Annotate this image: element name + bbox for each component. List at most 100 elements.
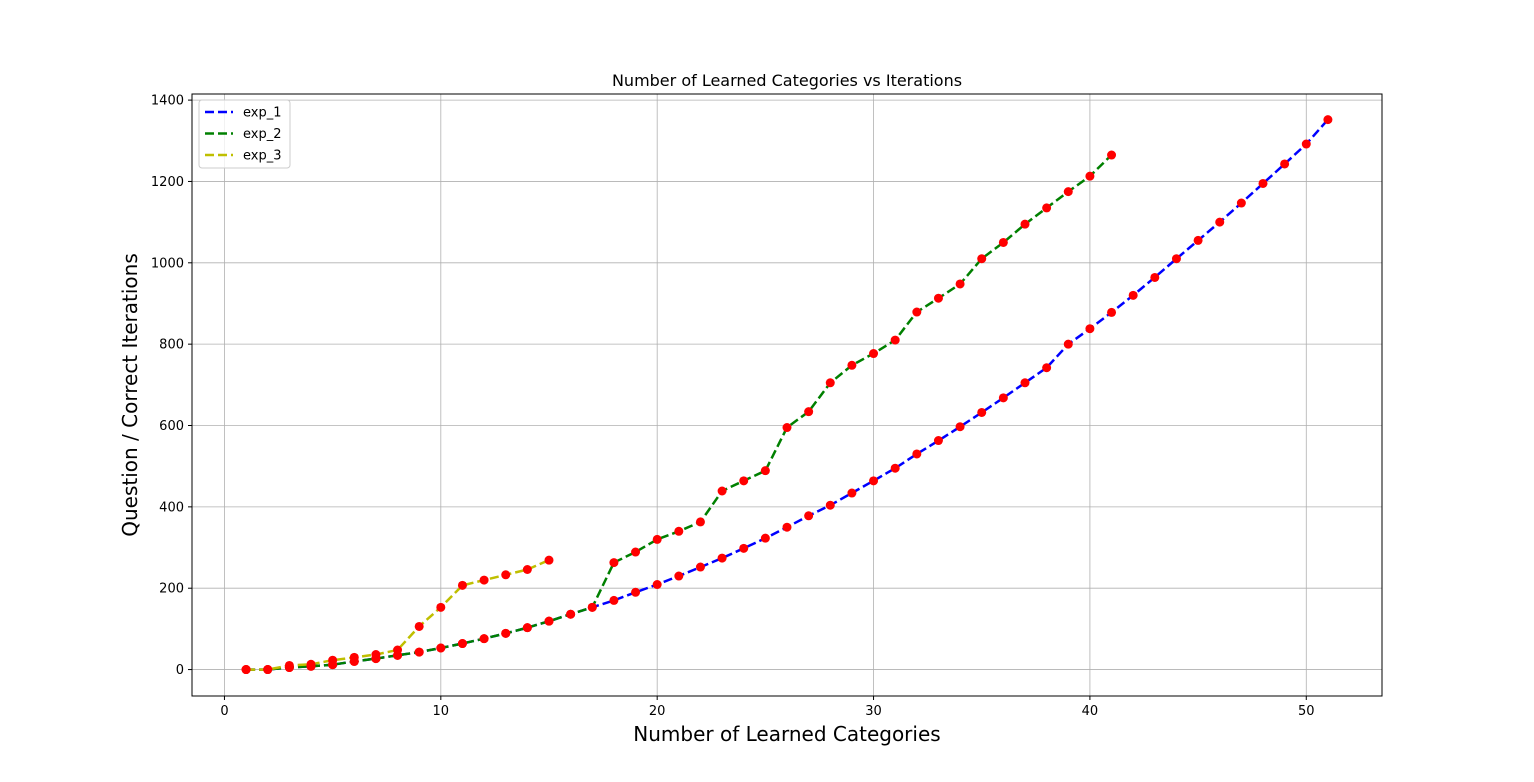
data-point-exp_1 [652,580,662,590]
legend-label-exp_3: exp_3 [243,149,282,164]
y-tick-label: 0 [176,663,184,678]
x-tick-label: 10 [433,704,450,719]
data-point-exp_2 [760,466,770,476]
data-point-exp_3 [501,570,511,580]
data-point-exp_1 [1280,159,1290,169]
data-point-exp_1 [977,407,987,417]
data-point-exp_1 [739,543,749,553]
series-line-exp_3 [246,558,550,671]
legend: exp_1 exp_2 exp_3 [198,99,291,169]
data-point-exp_2 [955,279,965,289]
data-point-exp_2 [414,647,424,657]
data-point-exp_2 [566,609,576,619]
data-point-exp_3 [436,602,446,612]
data-point-exp_1 [1150,272,1160,282]
data-point-exp_3 [349,652,359,662]
data-point-exp_1 [1063,339,1073,349]
y-axis-label: Question / Correct Iterations [118,253,142,537]
data-point-exp_2 [912,307,922,317]
data-point-exp_3 [544,555,554,565]
data-point-exp_2 [631,547,641,557]
data-point-exp_3 [241,665,251,675]
x-axis-ticks: 0 10 20 30 40 50 [220,696,1315,719]
data-point-exp_2 [501,628,511,638]
data-point-exp_1 [955,422,965,432]
data-point-exp_2 [825,378,835,388]
data-point-exp_3 [393,645,403,655]
data-point-exp_1 [825,500,835,510]
data-point-exp_1 [695,562,705,572]
series-line-exp_1 [246,118,1329,671]
y-tick-label: 1000 [151,256,184,271]
data-point-exp_3 [457,580,467,590]
data-point-exp_2 [479,634,489,644]
data-point-exp_1 [1258,178,1268,188]
data-point-exp_3 [414,621,424,631]
grid [192,94,1382,696]
data-point-exp_2 [717,486,727,496]
data-point-exp_2 [457,639,467,649]
data-point-exp_1 [674,571,684,581]
data-point-exp_1 [1128,290,1138,300]
data-point-exp_1 [1171,254,1181,264]
data-point-exp_2 [609,558,619,568]
data-point-exp_3 [328,655,338,665]
data-point-exp_2 [869,349,879,359]
legend-label-exp_1: exp_1 [243,106,282,121]
data-point-exp_2 [1020,219,1030,229]
data-point-exp_3 [306,659,316,669]
data-point-exp_1 [1020,378,1030,388]
x-tick-label: 30 [865,704,882,719]
plot-frame [191,93,1383,697]
data-point-exp_2 [695,517,705,527]
data-point-exp_2 [674,526,684,536]
data-point-exp_2 [933,293,943,303]
data-point-exp_1 [1323,115,1333,125]
data-point-exp_3 [263,665,273,675]
data-point-exp_1 [847,488,857,498]
data-point-exp_1 [998,393,1008,403]
data-point-exp_2 [977,254,987,264]
x-tick-label: 20 [649,704,666,719]
data-point-exp_2 [804,407,814,417]
x-tick-label: 0 [220,704,228,719]
data-point-exp_2 [1107,150,1117,160]
data-point-exp_1 [717,553,727,563]
legend-box [198,99,291,169]
data-markers [241,115,1333,675]
data-point-exp_2 [782,423,792,433]
data-point-exp_2 [1063,187,1073,197]
chart-title: Number of Learned Categories vs Iteratio… [612,71,962,90]
data-point-exp_2 [522,623,532,633]
series-lines [246,118,1329,671]
y-tick-label: 400 [159,500,184,515]
y-tick-label: 200 [159,582,184,597]
data-point-exp_1 [1215,217,1225,227]
data-point-exp_1 [760,533,770,543]
data-point-exp_2 [436,643,446,653]
data-point-exp_1 [1236,198,1246,208]
data-point-exp_1 [1085,324,1095,334]
y-axis-ticks: 0 200 400 600 800 1000 1200 1400 [151,94,192,678]
data-point-exp_2 [1042,203,1052,213]
data-point-exp_2 [652,534,662,544]
x-tick-label: 50 [1298,704,1315,719]
x-tick-label: 40 [1082,704,1099,719]
data-point-exp_1 [804,511,814,521]
y-tick-label: 800 [159,338,184,353]
y-tick-label: 1200 [151,175,184,190]
data-point-exp_1 [782,522,792,532]
data-point-exp_1 [933,436,943,446]
data-point-exp_1 [1301,139,1311,149]
data-point-exp_2 [998,237,1008,247]
data-point-exp_2 [890,335,900,345]
data-point-exp_1 [1042,363,1052,373]
data-point-exp_2 [739,476,749,486]
data-point-exp_1 [631,587,641,597]
data-point-exp_2 [1085,171,1095,181]
data-point-exp_2 [587,602,597,612]
data-point-exp_3 [479,575,489,585]
legend-label-exp_2: exp_2 [243,127,282,142]
y-tick-label: 600 [159,419,184,434]
